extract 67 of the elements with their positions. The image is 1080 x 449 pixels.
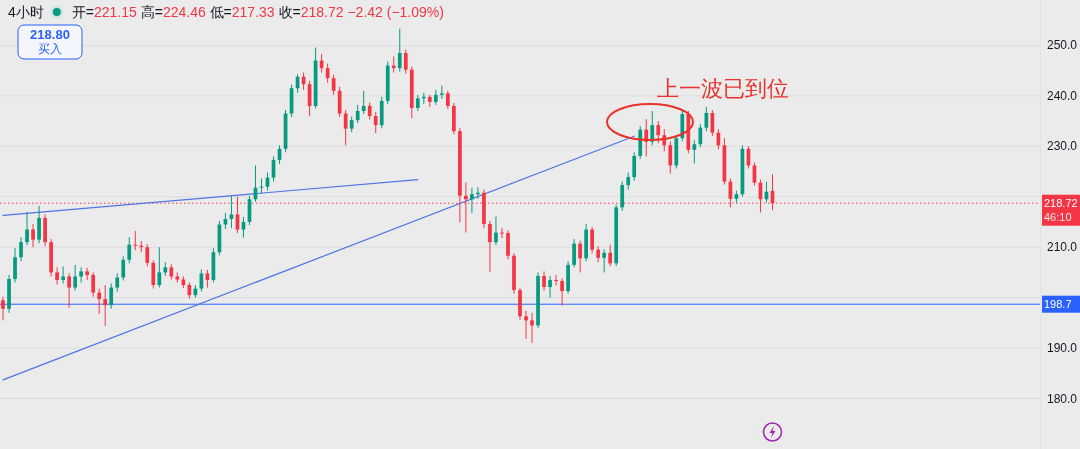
candlestick	[500, 227, 504, 239]
chart-title: 4小时	[8, 4, 44, 20]
annotation: 218.80 买入	[30, 27, 70, 56]
candlestick	[331, 74, 336, 96]
text: 46:10	[1044, 211, 1072, 224]
candlestick	[127, 236, 132, 264]
candlestick	[548, 275, 552, 299]
candlestick	[157, 246, 162, 289]
candlestick	[109, 283, 114, 310]
candlestick	[632, 151, 637, 182]
candlestick	[355, 104, 360, 124]
candlestick	[373, 111, 378, 134]
y-tick-label: 180.0	[1047, 391, 1078, 406]
candlestick	[524, 310, 528, 340]
candlestick	[37, 205, 41, 244]
candlestick	[470, 187, 474, 214]
ref-line-label: 198.7	[1044, 298, 1072, 311]
candlestick	[488, 220, 492, 273]
candlestick	[103, 284, 108, 327]
candlestick	[25, 211, 29, 246]
candlestick	[115, 272, 120, 293]
y-tick-label: 250.0	[1047, 38, 1078, 53]
candlestick	[67, 272, 71, 309]
candlestick	[133, 230, 138, 251]
candlestick	[578, 240, 582, 273]
candlestick	[151, 259, 156, 290]
annotation: 上一波已到位	[657, 76, 789, 101]
candlestick	[620, 181, 625, 212]
candlestick	[572, 238, 576, 268]
candlestick	[91, 271, 96, 298]
candlestick	[31, 223, 35, 248]
candlestick	[145, 243, 150, 267]
candlestick	[61, 265, 65, 285]
candlestick	[1, 296, 5, 321]
candlestick	[650, 110, 655, 146]
candlestick	[73, 264, 78, 292]
candlestick	[494, 215, 498, 246]
candlestick	[446, 90, 450, 110]
candlestick	[397, 28, 402, 73]
y-tick-label: 230.0	[1047, 139, 1078, 154]
y-tick-label: 210.0	[1047, 240, 1078, 255]
candlestick	[590, 226, 594, 254]
candlestick	[361, 90, 366, 115]
y-tick-label: 190.0	[1047, 341, 1078, 356]
candlestick	[602, 248, 607, 273]
candlestick	[542, 270, 546, 292]
candlestick	[554, 274, 558, 287]
candlestick	[668, 140, 673, 175]
candlestick	[337, 86, 342, 118]
y-tick-label: 240.0	[1047, 88, 1078, 103]
candlestick	[698, 123, 703, 148]
candlestick	[560, 277, 564, 307]
candlestick	[13, 247, 17, 284]
candlestick	[692, 139, 697, 164]
ref-line-label: 218.72	[1044, 197, 1078, 210]
candlestick	[343, 109, 348, 146]
candlestick	[530, 312, 534, 344]
candlestick	[55, 266, 59, 286]
candlestick	[97, 288, 102, 315]
candlestick	[656, 120, 661, 144]
candlestick	[403, 48, 408, 75]
text: 开=221.15 高=224.46 低=217.33 收=218.72 −2.42 (−1.09%)	[71, 4, 444, 20]
candlestick	[704, 106, 709, 132]
candlestick	[506, 230, 510, 260]
candlestick	[608, 244, 613, 267]
candlestick	[121, 255, 126, 281]
candlestick	[19, 236, 23, 262]
